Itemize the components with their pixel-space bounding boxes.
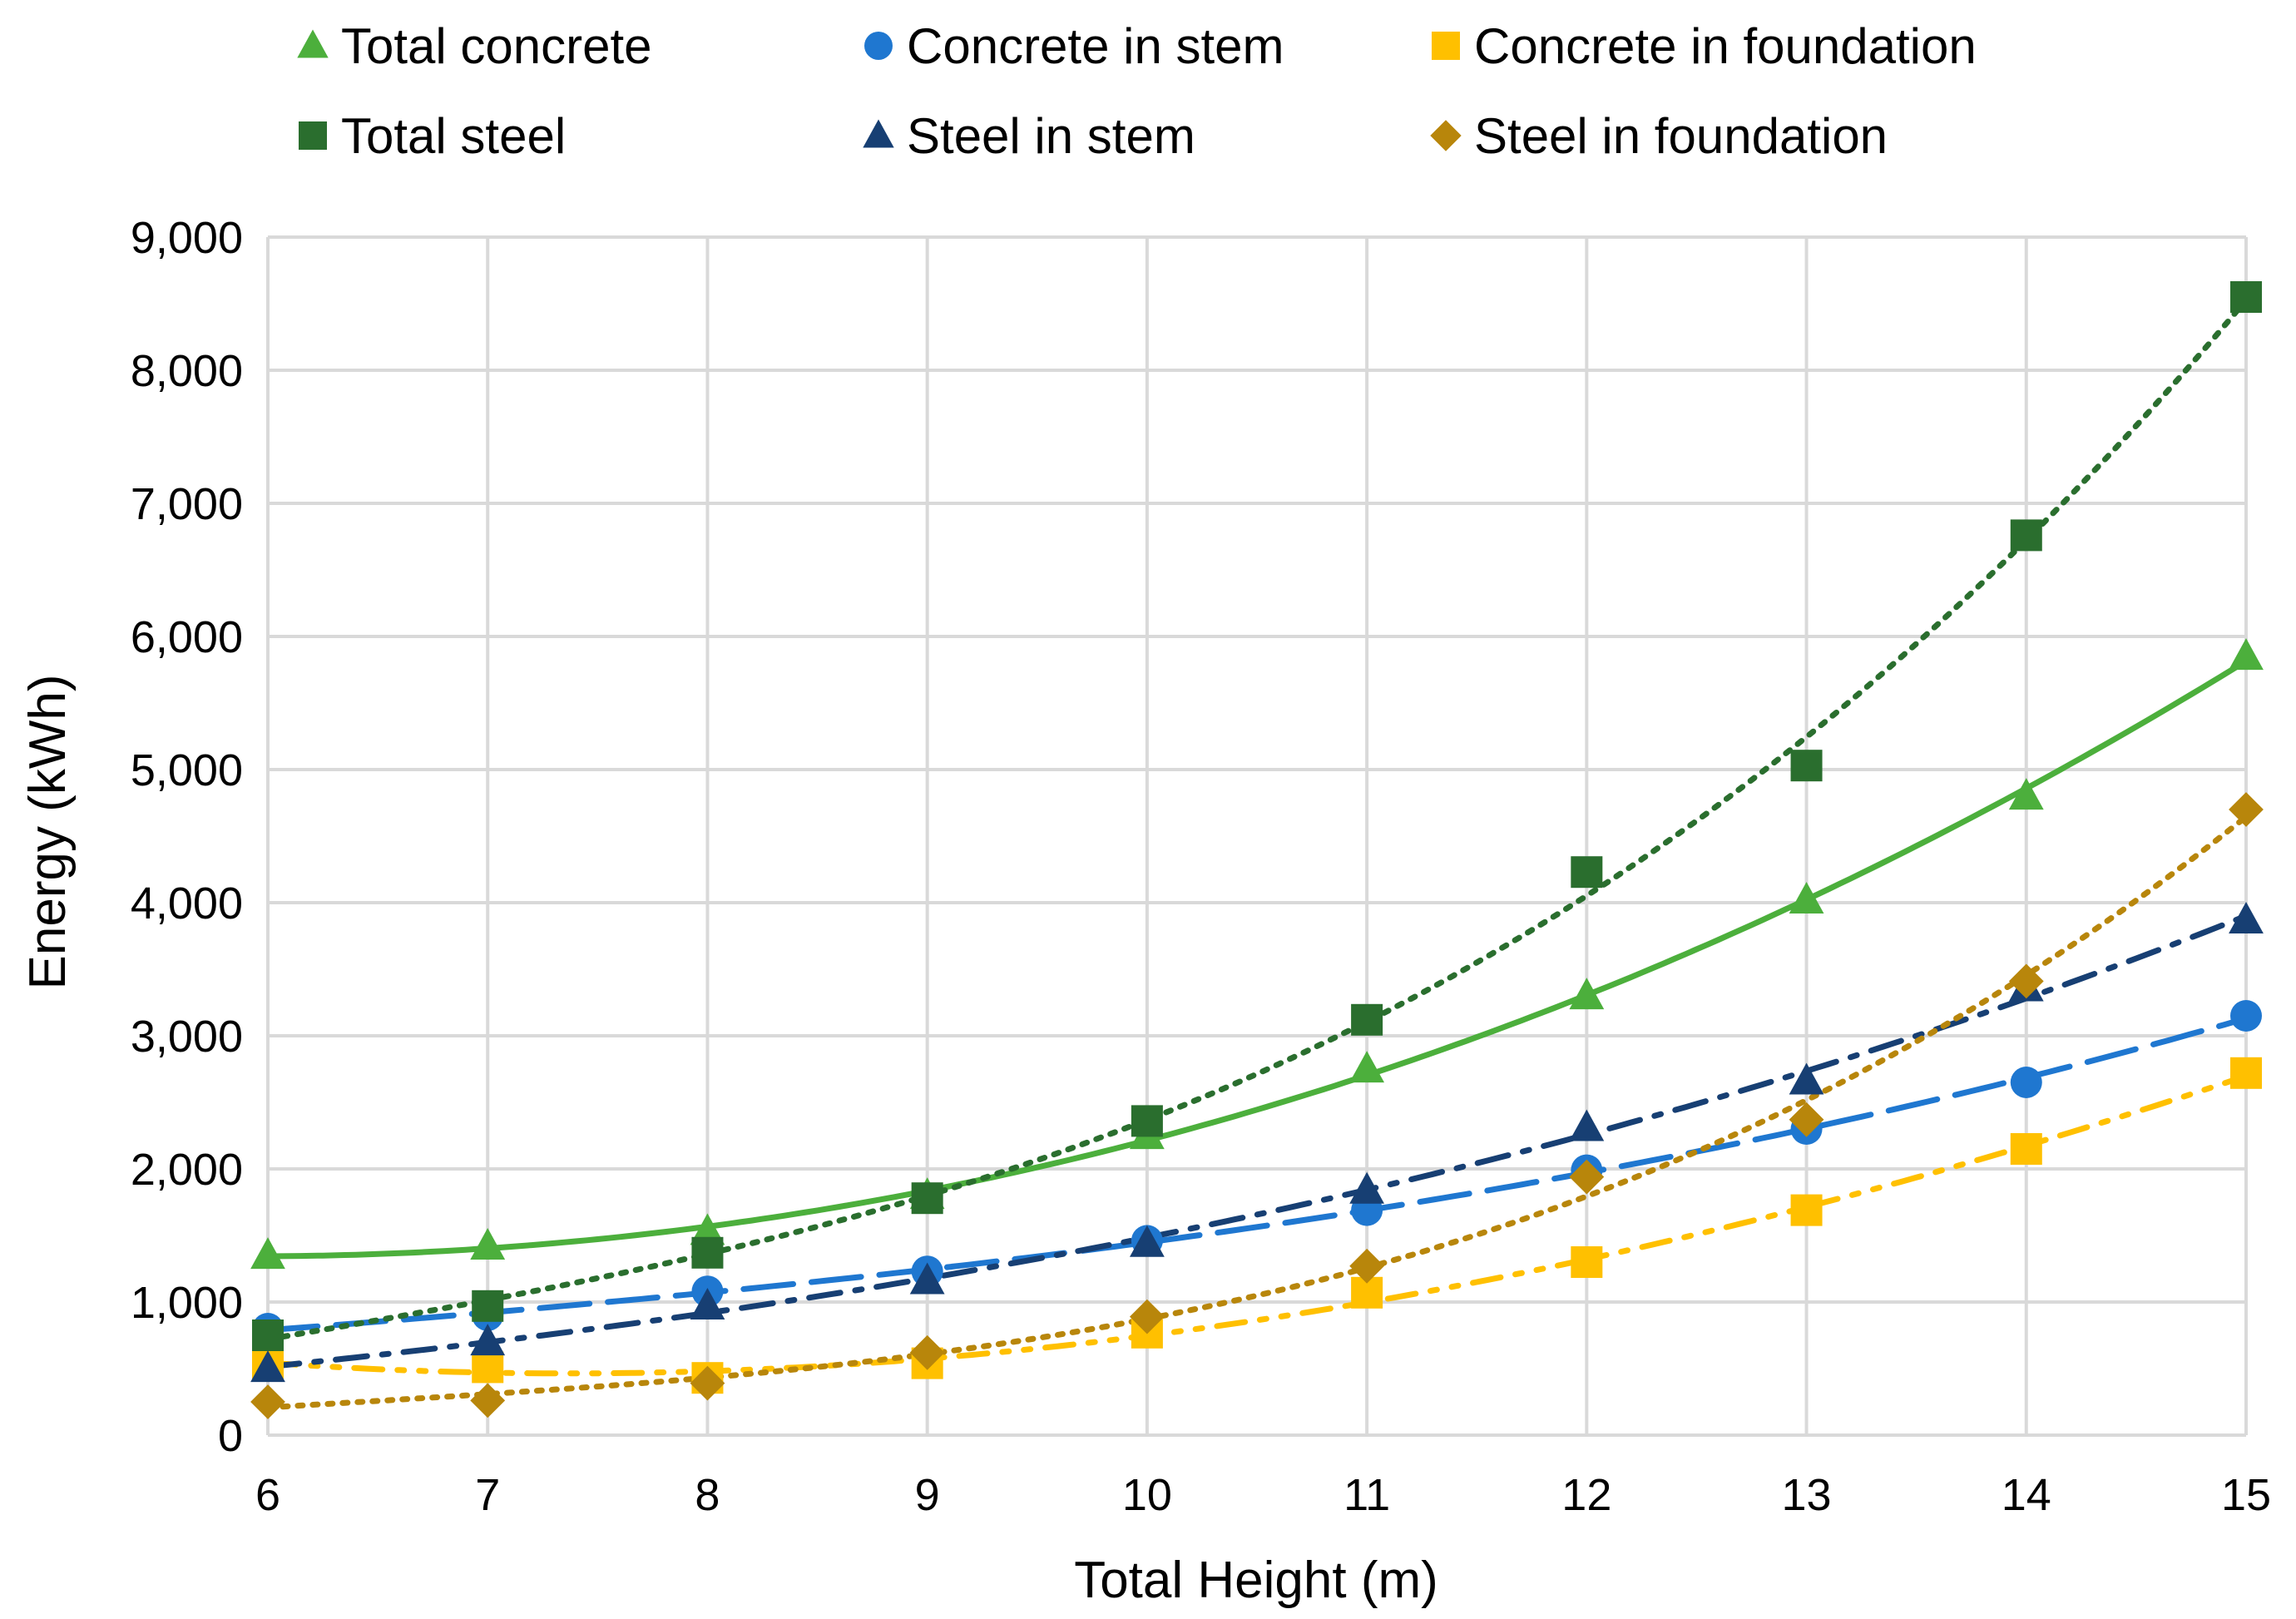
y-tick-label: 2,000 (131, 1145, 243, 1195)
point-steel-in-stem (2229, 901, 2264, 933)
point-steel-in-stem (909, 1262, 945, 1295)
x-axis-ticks: 6 7 8 9 10 11 12 13 14 15 (255, 1470, 2271, 1520)
trendline-total-concrete (265, 658, 2249, 1260)
point-total-steel (2010, 519, 2042, 552)
point-steel-in-stem (1349, 1171, 1385, 1204)
point-concrete-in-foundation (2010, 1133, 2042, 1165)
point-total-concrete (2229, 638, 2264, 671)
point-total-steel (1131, 1105, 1163, 1137)
point-steel-in-foundation (250, 1384, 285, 1419)
point-steel-in-stem (1569, 1109, 1605, 1141)
trendline-concrete-in-stem (265, 1015, 2249, 1334)
trendlines (265, 297, 2249, 1411)
x-tick-label: 12 (1561, 1470, 1611, 1520)
point-steel-in-foundation (909, 1334, 945, 1370)
point-total-concrete (1569, 978, 1605, 1010)
point-steel-in-foundation (2008, 963, 2044, 999)
point-total-steel (1351, 1003, 1383, 1036)
point-steel-in-foundation (1129, 1299, 1165, 1334)
legend-marker-steel-in-foundation (1430, 120, 1462, 151)
legend-marker-concrete-in-stem (864, 32, 893, 60)
y-tick-label: 5,000 (131, 745, 243, 795)
point-concrete-in-foundation (1571, 1246, 1603, 1278)
point-total-steel (252, 1319, 284, 1351)
x-tick-label: 7 (475, 1470, 500, 1520)
point-concrete-in-foundation (2230, 1057, 2262, 1089)
point-steel-in-foundation (690, 1365, 725, 1401)
point-steel-in-stem (1789, 1062, 1824, 1095)
legend-label-total-concrete: Total concrete (341, 18, 652, 74)
point-total-steel (911, 1182, 943, 1215)
point-steel-in-foundation (1789, 1102, 1824, 1137)
y-axis-title: Energy (kWh) (19, 675, 77, 990)
point-total-steel (691, 1236, 724, 1269)
point-steel-in-foundation (1349, 1248, 1385, 1284)
x-axis-title: Total Height (m) (1074, 1552, 1438, 1609)
point-steel-in-foundation (2229, 792, 2264, 827)
point-total-concrete (2008, 778, 2044, 810)
trendline-concrete-in-foundation (265, 1072, 2249, 1377)
legend-marker-total-steel (299, 121, 327, 150)
point-concrete-in-foundation (1790, 1194, 1823, 1226)
legend-label-steel-in-foundation: Steel in foundation (1474, 108, 1888, 164)
y-tick-label: 1,000 (131, 1278, 243, 1328)
point-steel-in-foundation (470, 1383, 506, 1418)
trendline-total-steel (265, 297, 2249, 1343)
trendline-steel-in-foundation (265, 814, 2249, 1411)
point-steel-in-stem (1129, 1225, 1165, 1257)
y-tick-label: 6,000 (131, 612, 243, 662)
legend-label-concrete-in-stem: Concrete in stem (907, 18, 1284, 74)
x-tick-label: 13 (1782, 1470, 1832, 1520)
y-tick-label: 9,000 (131, 213, 243, 263)
legend-marker-concrete-in-foundation (1432, 32, 1460, 60)
point-total-concrete (1789, 881, 1824, 913)
point-steel-in-stem (690, 1287, 725, 1319)
x-tick-label: 6 (255, 1470, 280, 1520)
y-axis-ticks: 0 1,000 2,000 3,000 4,000 5,000 6,000 7,000 8,00… (131, 213, 243, 1461)
data-markers (250, 281, 2264, 1419)
y-tick-label: 4,000 (131, 879, 243, 928)
legend-marker-total-concrete (297, 29, 329, 58)
point-total-steel (2230, 281, 2262, 313)
point-steel-in-foundation (1569, 1159, 1605, 1195)
legend: Total concrete Concrete in stem Concrete i… (297, 18, 1977, 164)
legend-label-concrete-in-foundation: Concrete in foundation (1474, 18, 1977, 74)
point-concrete-in-foundation (472, 1351, 504, 1384)
y-tick-label: 7,000 (131, 479, 243, 529)
y-tick-label: 8,000 (131, 346, 243, 396)
y-tick-label: 0 (218, 1411, 243, 1461)
x-tick-label: 8 (695, 1470, 720, 1520)
point-total-steel (472, 1290, 504, 1322)
point-total-steel (1790, 750, 1823, 782)
point-total-concrete (250, 1237, 285, 1270)
x-tick-label: 10 (1122, 1470, 1172, 1520)
legend-label-steel-in-stem: Steel in stem (907, 108, 1195, 164)
point-concrete-in-stem (2010, 1067, 2042, 1098)
point-total-steel (1571, 856, 1603, 889)
x-tick-label: 14 (2002, 1470, 2051, 1520)
x-tick-label: 9 (915, 1470, 940, 1520)
point-total-concrete (1349, 1051, 1385, 1083)
point-steel-in-stem (250, 1350, 285, 1383)
gridlines (266, 235, 2248, 1437)
trendline-steel-in-stem (265, 913, 2249, 1370)
legend-label-total-steel: Total steel (341, 108, 566, 164)
legend-marker-steel-in-stem (863, 119, 894, 148)
y-tick-label: 3,000 (131, 1012, 243, 1062)
point-total-concrete (470, 1227, 506, 1260)
x-tick-label: 11 (1343, 1470, 1390, 1520)
point-steel-in-stem (470, 1324, 506, 1356)
x-tick-label: 15 (2221, 1470, 2271, 1520)
point-concrete-in-stem (2230, 1000, 2262, 1032)
